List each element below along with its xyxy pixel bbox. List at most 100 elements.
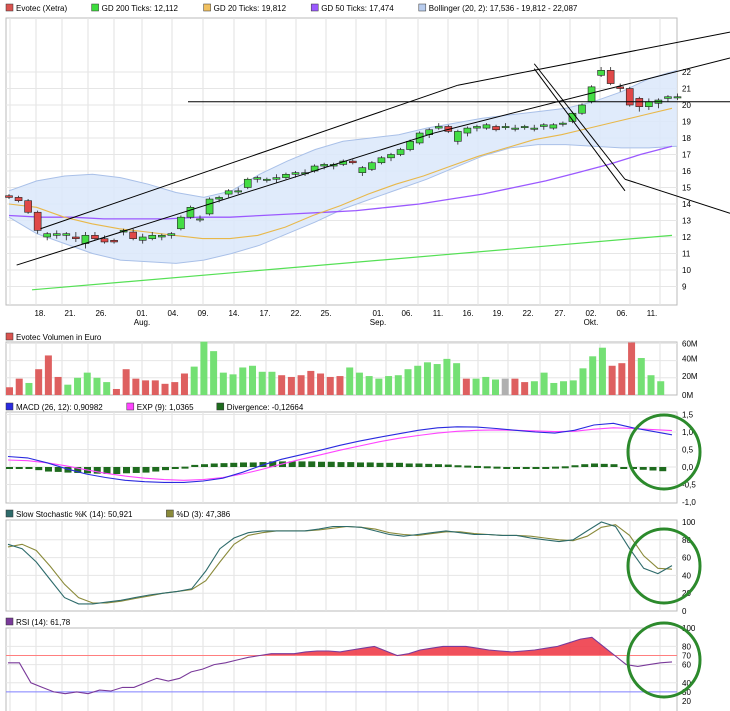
divergence-bar-54 — [532, 467, 540, 469]
price-month-label-2: Okt. — [584, 318, 599, 327]
volume-bar-21 — [210, 351, 218, 395]
rsi-legend-swatch-0 — [5, 617, 14, 626]
highlight-circle-0 — [626, 413, 702, 491]
volume-bar-10 — [103, 382, 111, 395]
stoch-legend-label-0: Slow Stochastic %K (14): 50,921 — [16, 510, 133, 519]
volume-bar-36 — [355, 372, 363, 395]
price-y-tick-2: 11 — [682, 250, 691, 259]
volume-bar-60 — [589, 356, 597, 395]
price-x-tick-19: 11. — [647, 309, 658, 318]
volume-bar-65 — [637, 358, 645, 395]
volume-bar-37 — [365, 376, 373, 395]
candle-body-37 — [358, 167, 367, 173]
volume-bar-41 — [404, 369, 412, 395]
volume-bar-63 — [618, 363, 626, 395]
candle-body-2 — [24, 200, 32, 213]
volume-bar-28 — [278, 375, 286, 395]
volume-bar-49 — [482, 376, 490, 395]
divergence-bar-40 — [396, 462, 403, 467]
price-x-tick-1: 21. — [64, 309, 75, 318]
divergence-bar-33 — [327, 461, 335, 467]
rsi-y-tick-5: 30 — [682, 688, 691, 697]
price-x-tick-2: 26. — [95, 309, 106, 318]
rsi-y-tick-0: 100 — [682, 624, 696, 633]
divergence-bar-44 — [435, 464, 442, 467]
divergence-bar-60 — [591, 463, 598, 467]
macd-line — [7, 422, 673, 483]
divergence-bar-53 — [522, 467, 530, 469]
candle-body-52 — [501, 126, 510, 128]
divergence-bar-38 — [376, 462, 384, 467]
divergence-bar-57 — [561, 466, 569, 469]
divergence-bar-30 — [298, 461, 306, 467]
trend-line-2 — [533, 63, 626, 180]
gd20-line — [8, 107, 673, 240]
price-legend-swatch-1 — [91, 3, 99, 12]
volume-bar-64 — [628, 342, 636, 395]
candle-body-67 — [645, 101, 653, 107]
candle-body-7 — [72, 236, 80, 239]
stoch-y-tick-1: 80 — [682, 536, 691, 545]
divergence-bar-64 — [630, 467, 637, 469]
price-y-tick-3: 12 — [682, 233, 691, 242]
candle-body-42 — [406, 141, 414, 150]
volume-bar-39 — [385, 376, 393, 395]
divergence-bar-48 — [474, 465, 481, 468]
divergence-bar-2 — [25, 467, 33, 469]
candle-body-9 — [91, 235, 99, 239]
volume-bar-5 — [54, 376, 62, 395]
divergence-bar-24 — [240, 462, 247, 467]
rsi-y-tick-1: 80 — [682, 642, 691, 651]
price-x-tick-5: 09. — [197, 309, 208, 318]
trend-line-ext-1 — [457, 31, 730, 86]
price-y-tick-12: 21 — [682, 85, 691, 94]
volume-bar-9 — [93, 377, 101, 395]
candle-body-70 — [673, 96, 682, 99]
macd-legend-swatch-0 — [5, 402, 14, 411]
divergence-bar-0 — [6, 467, 13, 469]
divergence-bar-29 — [288, 461, 296, 467]
divergence-bar-55 — [542, 467, 550, 469]
divergence-bar-27 — [269, 461, 277, 467]
macd-legend-swatch-2 — [216, 402, 225, 411]
volume-legend-label-0: Evotec Volumen in Euro — [16, 333, 102, 342]
macd-exp-line — [7, 427, 673, 481]
candle-body-56 — [539, 124, 548, 127]
stoch-y-tick-3: 40 — [682, 571, 691, 580]
divergence-bar-65 — [639, 467, 647, 470]
price-y-tick-0: 9 — [682, 283, 687, 292]
divergence-bar-47 — [464, 465, 472, 468]
divergence-bar-42 — [415, 463, 423, 467]
divergence-bar-35 — [347, 462, 355, 467]
price-legend-label-2: GD 20 Ticks: 19,812 — [214, 4, 287, 13]
candle-body-38 — [368, 162, 376, 170]
volume-bar-40 — [394, 375, 402, 395]
volume-y-tick-1: 40M — [682, 355, 698, 364]
macd-y-tick-4: -0,5 — [682, 481, 696, 490]
price-legend-label-4: Bollinger (20, 2): 17,536 - 19,812 - 22,… — [429, 4, 578, 13]
stoch-y-tick-0: 100 — [682, 518, 696, 527]
price-x-tick-4: 04. — [167, 309, 178, 318]
divergence-bar-34 — [337, 462, 345, 467]
price-legend-swatch-0 — [5, 3, 14, 12]
macd-y-tick-1: 1,0 — [682, 428, 694, 437]
rsi-y-tick-6: 20 — [682, 697, 691, 706]
volume-bar-46 — [453, 363, 461, 395]
candle-body-21 — [205, 198, 214, 215]
stoch-legend-swatch-1 — [166, 509, 174, 518]
candle-body-0 — [5, 195, 13, 198]
candle-body-66 — [635, 98, 644, 107]
divergence-bar-32 — [318, 461, 325, 467]
macd-legend-label-1: EXP (9): 1,0365 — [137, 403, 194, 412]
volume-bar-57 — [560, 381, 568, 395]
divergence-bar-52 — [513, 467, 520, 469]
volume-bar-33 — [326, 376, 334, 395]
price-legend-label-0: Evotec (Xetra) — [16, 4, 67, 13]
divergence-bar-41 — [405, 463, 413, 467]
divergence-bar-66 — [649, 467, 657, 471]
candle-body-24 — [234, 190, 242, 193]
volume-bar-13 — [132, 378, 140, 395]
volume-bar-52 — [511, 378, 519, 395]
highlight-circle-1 — [626, 527, 702, 605]
